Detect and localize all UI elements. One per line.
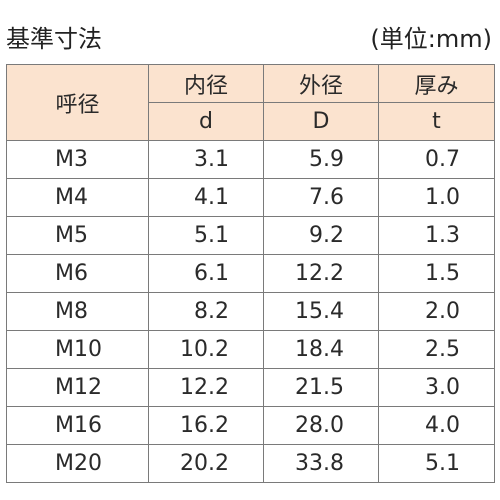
table-row: M8 8.2 15.4 2.0 <box>6 292 495 331</box>
header-nominal-diameter: 呼径 <box>6 64 149 141</box>
header-symbol-d: d <box>148 102 264 141</box>
outer-diameter-cell: 33.8 <box>263 444 379 483</box>
outer-diameter-cell: 18.4 <box>263 330 379 369</box>
unit-label: (単位:mm) <box>370 25 492 53</box>
outer-diameter-cell: 15.4 <box>263 292 379 331</box>
header-outer-diameter: 外径 <box>263 64 379 103</box>
row-name-cell: M12 <box>6 368 149 407</box>
row-name-cell: M10 <box>6 330 149 369</box>
inner-diameter-cell: 8.2 <box>148 292 264 331</box>
table-row: M3 3.1 5.9 0.7 <box>6 140 495 179</box>
thickness-cell: 5.1 <box>378 444 495 483</box>
outer-diameter-cell: 12.2 <box>263 254 379 293</box>
inner-diameter-cell: 5.1 <box>148 216 264 255</box>
header-symbol-t: t <box>378 102 495 141</box>
row-name-cell: M8 <box>6 292 149 331</box>
inner-diameter-cell: 6.1 <box>148 254 264 293</box>
outer-diameter-cell: 21.5 <box>263 368 379 407</box>
thickness-cell: 0.7 <box>378 140 495 179</box>
table-row: M10 10.2 18.4 2.5 <box>6 330 495 369</box>
outer-diameter-cell: 9.2 <box>263 216 379 255</box>
inner-diameter-cell: 12.2 <box>148 368 264 407</box>
table-row: M6 6.1 12.2 1.5 <box>6 254 495 293</box>
page-title: 基準寸法 <box>6 25 102 53</box>
row-name-cell: M6 <box>6 254 149 293</box>
row-name-cell: M20 <box>6 444 149 483</box>
table-row: M4 4.1 7.6 1.0 <box>6 178 495 217</box>
table-row: M5 5.1 9.2 1.3 <box>6 216 495 255</box>
inner-diameter-cell: 10.2 <box>148 330 264 369</box>
table-body: M3 3.1 5.9 0.7 M4 4.1 7.6 1.0 M5 5.1 9.2 1.3 M6 6.1 12… <box>6 140 495 483</box>
table-row: M16 16.2 28.0 4.0 <box>6 406 495 445</box>
header-inner-diameter: 内径 <box>148 64 264 103</box>
thickness-cell: 2.0 <box>378 292 495 331</box>
inner-diameter-cell: 4.1 <box>148 178 264 217</box>
header-symbol-D: D <box>263 102 379 141</box>
thickness-cell: 1.3 <box>378 216 495 255</box>
thickness-cell: 3.0 <box>378 368 495 407</box>
inner-diameter-cell: 16.2 <box>148 406 264 445</box>
row-name-cell: M5 <box>6 216 149 255</box>
outer-diameter-cell: 28.0 <box>263 406 379 445</box>
inner-diameter-cell: 20.2 <box>148 444 264 483</box>
row-name-cell: M16 <box>6 406 149 445</box>
row-name-cell: M3 <box>6 140 149 179</box>
outer-diameter-cell: 7.6 <box>263 178 379 217</box>
thickness-cell: 4.0 <box>378 406 495 445</box>
thickness-cell: 1.5 <box>378 254 495 293</box>
outer-diameter-cell: 5.9 <box>263 140 379 179</box>
thickness-cell: 2.5 <box>378 330 495 369</box>
inner-diameter-cell: 3.1 <box>148 140 264 179</box>
header-thickness: 厚み <box>378 64 495 103</box>
row-name-cell: M4 <box>6 178 149 217</box>
thickness-cell: 1.0 <box>378 178 495 217</box>
dimension-table: 呼径 内径 外径 厚み d D t M3 3.1 5.9 0.7 M4 4.1 7.6 1.0… <box>6 64 495 483</box>
table-row: M20 20.2 33.8 5.1 <box>6 444 495 483</box>
table-row: M12 12.2 21.5 3.0 <box>6 368 495 407</box>
